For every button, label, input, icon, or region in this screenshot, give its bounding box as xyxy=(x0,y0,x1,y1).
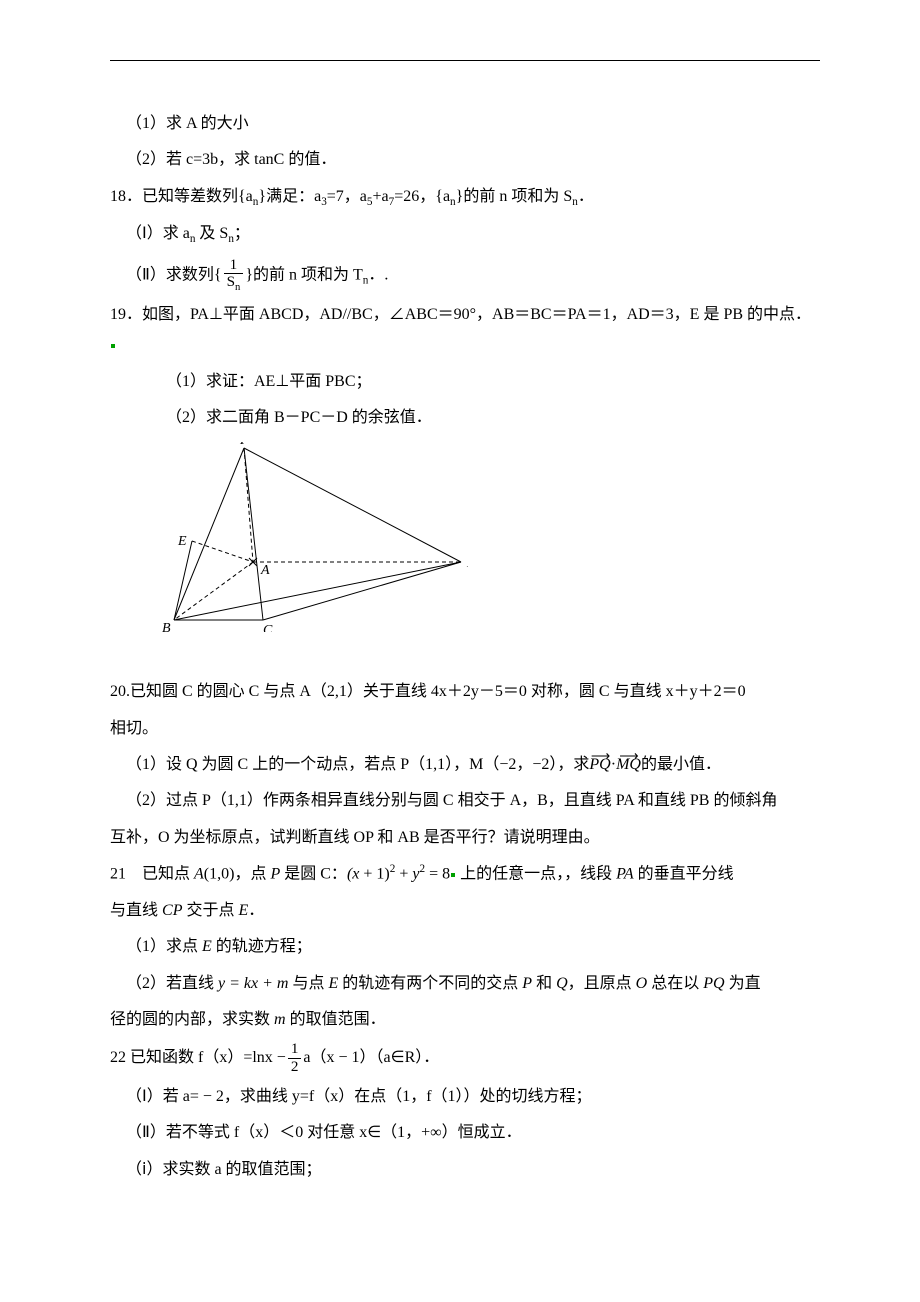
denominator: 2 xyxy=(288,1059,302,1076)
text: =26，{a xyxy=(394,188,450,205)
text: S xyxy=(227,273,235,290)
svg-text:P: P xyxy=(239,442,249,448)
var-P: P xyxy=(270,865,280,882)
text: a（x − 1）（a∈R）． xyxy=(303,1049,439,1066)
text: 21 已知点 xyxy=(110,865,194,882)
svg-text:D: D xyxy=(466,556,468,571)
q22-stem: 22 已知函数 f（x）=lnx −12a（x − 1）（a∈R）． xyxy=(110,1041,820,1075)
vector-PQ: ⟶PQ xyxy=(589,750,610,780)
text: ，且原点 xyxy=(568,975,636,992)
marker-icon xyxy=(451,873,455,877)
svg-text:B: B xyxy=(162,621,171,632)
text: 径的圆的内部，求实数 xyxy=(110,1011,274,1028)
q18-part1: （Ⅰ）求 an 及 Sn； xyxy=(110,219,820,250)
q17-part2: （2）若 c=3b，求 tanC 的值． xyxy=(110,145,820,175)
numerator: 1 xyxy=(224,257,244,275)
text: （1）设 Q 为圆 C 上的一个动点，若点 P（1,1），M（−2，−2），求 xyxy=(126,756,589,773)
text: 上的任意一点，，线段 xyxy=(456,865,616,882)
q21-part2-line2: 径的圆的内部，求实数 m 的取值范围． xyxy=(110,1005,820,1035)
geometry-diagram: P E A B C D xyxy=(146,442,820,643)
text: 与点 xyxy=(288,975,328,992)
q19-part2: （2）求二面角 B－PC－D 的余弦值． xyxy=(110,403,820,433)
var-E: E xyxy=(202,938,212,955)
q19-stem: 19．如图，PA⊥平面 ABCD，AD//BC，∠ABC＝90°，AB＝BC＝P… xyxy=(110,300,820,361)
var-Q: Q xyxy=(556,975,568,992)
text: （1）求点 xyxy=(126,938,202,955)
q22-part3: （ⅰ）求实数 a 的取值范围； xyxy=(110,1155,820,1185)
q22-part1: （Ⅰ）若 a= − 2，求曲线 y=f（x）在点（1，f（1））处的切线方程； xyxy=(110,1082,820,1112)
text: ； xyxy=(234,225,250,242)
eq3: = 8 xyxy=(425,865,450,882)
text: }的前 n 项和为 T xyxy=(245,266,362,283)
q20-line2: 相切。 xyxy=(110,714,820,744)
text: 及 S xyxy=(195,225,228,242)
q22-part2: （Ⅱ）若不等式 f（x）＜0 对任意 x∈（1，+∞）恒成立． xyxy=(110,1118,820,1148)
text: （Ⅰ）求 a xyxy=(126,225,190,242)
text: +a xyxy=(373,188,389,205)
numerator: 1 xyxy=(288,1041,302,1059)
text: 交于点 xyxy=(182,902,238,919)
text: }满足：a xyxy=(258,188,321,205)
eq: y = kx + m xyxy=(218,975,288,992)
spacer xyxy=(110,651,820,671)
var-A: A xyxy=(194,865,204,882)
q18-stem: 18．已知等差数列{an}满足：a3=7，a5+a7=26，{an}的前 n 项… xyxy=(110,182,820,213)
svg-text:C: C xyxy=(263,623,273,632)
text: 的垂直平分线 xyxy=(634,865,734,882)
text: ．. xyxy=(368,266,388,283)
var-CP: CP xyxy=(162,902,182,919)
sub-n: n xyxy=(235,282,240,293)
var-E: E xyxy=(328,975,338,992)
denominator: Sn xyxy=(224,274,244,294)
page-top-rule xyxy=(110,60,820,61)
q19-part1: （1）求证：AE⊥平面 PBC； xyxy=(110,367,820,397)
text: （Ⅱ）求数列{ xyxy=(126,266,222,283)
var-m: m xyxy=(274,1011,286,1028)
text: ． xyxy=(248,902,264,919)
vector-MQ: ⟶MQ xyxy=(616,750,641,780)
eq1: (x + 1) xyxy=(347,865,390,882)
arrow-icon: ⟶ xyxy=(616,743,641,769)
text: 的取值范围． xyxy=(286,1011,386,1028)
var-PA: PA xyxy=(616,865,633,882)
q21-part2-line1: （2）若直线 y = kx + m 与点 E 的轨迹有两个不同的交点 P 和 Q… xyxy=(110,969,820,999)
eq2: + y xyxy=(395,865,419,882)
var-PQ: PQ xyxy=(703,975,724,992)
text: 与直线 xyxy=(110,902,162,919)
q21-part1: （1）求点 E 的轨迹方程； xyxy=(110,932,820,962)
fraction-1-over-Sn: 1Sn xyxy=(224,257,244,294)
text: 是圆 C： xyxy=(280,865,347,882)
text: 的最小值． xyxy=(641,756,721,773)
svg-text:A: A xyxy=(260,563,270,578)
q21-line2: 与直线 CP 交于点 E． xyxy=(110,896,820,926)
text: 的轨迹方程； xyxy=(212,938,312,955)
text: =7，a xyxy=(327,188,367,205)
var-P: P xyxy=(522,975,532,992)
text: 为直 xyxy=(725,975,761,992)
q20-part2-line2: 互补，O 为坐标原点，试判断直线 OP 和 AB 是否平行？请说明理由。 xyxy=(110,823,820,853)
q18-part2: （Ⅱ）求数列{1Sn}的前 n 项和为 T n ．. xyxy=(110,257,820,294)
var-O: O xyxy=(636,975,648,992)
text: ，点 xyxy=(234,865,270,882)
text: 19．如图，PA⊥平面 ABCD，AD//BC，∠ABC＝90°，AB＝BC＝P… xyxy=(110,306,811,323)
text: 的轨迹有两个不同的交点 xyxy=(338,975,522,992)
text: ． xyxy=(578,188,594,205)
coord: (1,0) xyxy=(204,865,235,882)
text: 22 已知函数 f（x）=lnx − xyxy=(110,1049,286,1066)
q20-line1: 20.已知圆 C 的圆心 C 与点 A（2,1）关于直线 4x＋2y－5＝0 对… xyxy=(110,677,820,707)
q21-line1: 21 已知点 A(1,0)，点 P 是圆 C：(x + 1)2 + y2 = 8… xyxy=(110,859,820,890)
var-E: E xyxy=(238,902,248,919)
q17-part1: （1）求 A 的大小 xyxy=(110,109,820,139)
text: （2）若直线 xyxy=(126,975,218,992)
marker-icon xyxy=(111,344,115,348)
text: }的前 n 项和为 S xyxy=(456,188,573,205)
svg-text:E: E xyxy=(177,534,187,549)
fraction-1-over-2: 12 xyxy=(288,1041,302,1075)
q20-part1: （1）设 Q 为圆 C 上的一个动点，若点 P（1,1），M（−2，−2），求⟶… xyxy=(110,750,820,780)
text: 18．已知等差数列{a xyxy=(110,188,253,205)
text: 总在以 xyxy=(647,975,703,992)
q20-part2-line1: （2）过点 P（1,1）作两条相异直线分别与圆 C 相交于 A，B，且直线 PA… xyxy=(110,786,820,816)
arrow-icon: ⟶ xyxy=(589,743,610,769)
text: 和 xyxy=(532,975,556,992)
